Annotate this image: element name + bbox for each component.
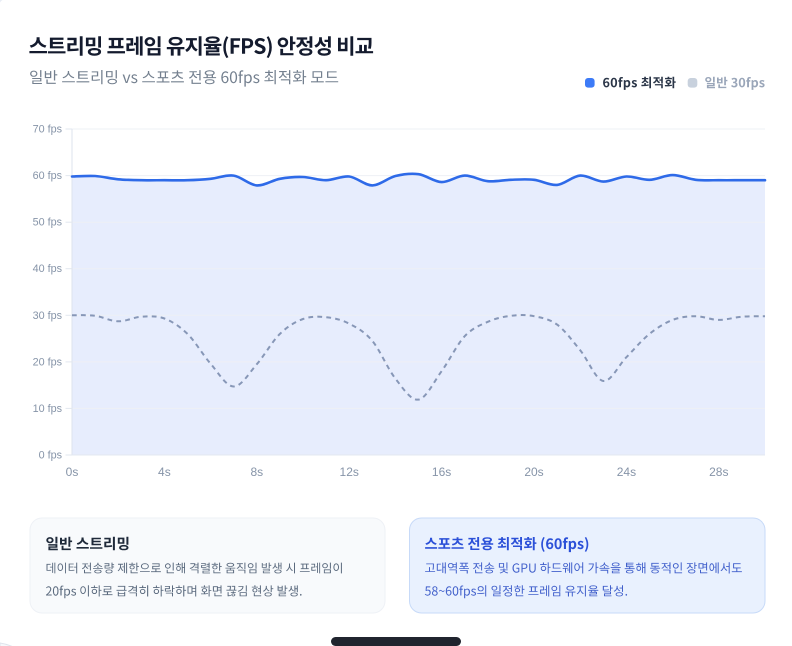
svg-text:16s: 16s: [432, 465, 451, 479]
svg-text:4s: 4s: [158, 465, 171, 479]
svg-text:20 fps: 20 fps: [33, 356, 63, 368]
svg-text:8s: 8s: [250, 465, 263, 479]
svg-text:70 fps: 70 fps: [33, 124, 63, 136]
svg-text:24s: 24s: [617, 465, 636, 479]
svg-text:28s: 28s: [709, 465, 728, 479]
svg-text:20s: 20s: [524, 465, 543, 479]
svg-text:30 fps: 30 fps: [33, 310, 63, 322]
svg-text:0s: 0s: [66, 465, 79, 479]
svg-text:60 fps: 60 fps: [33, 170, 63, 182]
svg-text:10 fps: 10 fps: [33, 403, 63, 415]
svg-text:50 fps: 50 fps: [33, 217, 63, 229]
svg-text:40 fps: 40 fps: [33, 263, 63, 275]
svg-text:0 fps: 0 fps: [39, 450, 63, 462]
svg-text:12s: 12s: [340, 465, 359, 479]
